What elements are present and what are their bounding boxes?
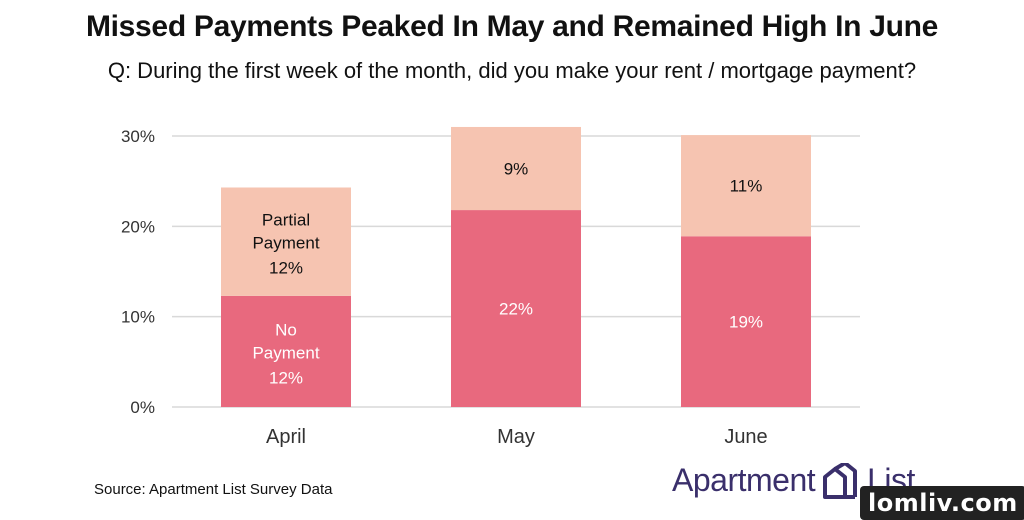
data-label-partial-payment: 12%	[269, 259, 303, 278]
x-category-label: May	[497, 426, 535, 448]
bar-no-payment	[451, 210, 581, 407]
data-label-no-payment: 12%	[269, 368, 303, 387]
series-label-no-payment: Payment	[252, 343, 319, 362]
apartment-list-logo: Apartment List	[672, 462, 915, 499]
bar-no-payment	[221, 295, 351, 407]
chart-subtitle: Q: During the first week of the month, d…	[107, 58, 917, 83]
x-category-label: June	[724, 426, 767, 448]
x-category-label: April	[266, 426, 306, 448]
logo-text-apartment: Apartment	[672, 462, 816, 498]
y-tick-label: 10%	[121, 308, 155, 327]
bar-partial-payment	[221, 187, 351, 296]
series-label-no-payment: No	[275, 320, 297, 339]
data-label-partial-payment: 9%	[504, 160, 529, 179]
data-label-no-payment: 19%	[729, 313, 763, 332]
bar-partial-payment	[451, 126, 581, 211]
bar-partial-payment	[681, 135, 811, 237]
stacked-bar-chart: 0% 10% 20% 30% No Payment 12% Partial Payment 12%…	[121, 126, 860, 448]
data-label-no-payment: 22%	[499, 300, 533, 319]
y-tick-label: 0%	[130, 398, 155, 417]
building-logo-icon	[823, 462, 858, 499]
series-label-partial-payment: Partial	[262, 211, 310, 230]
y-tick-label: 30%	[121, 127, 155, 146]
chart-title: Missed Payments Peaked In May and Remain…	[85, 10, 939, 43]
data-label-partial-payment: 11%	[730, 177, 763, 196]
y-tick-label: 20%	[121, 217, 155, 236]
series-label-partial-payment: Payment	[252, 234, 319, 253]
bar-no-payment	[681, 236, 811, 407]
source-note: Source: Apartment List Survey Data	[94, 481, 333, 498]
watermark: lomliv.com	[860, 486, 1024, 520]
